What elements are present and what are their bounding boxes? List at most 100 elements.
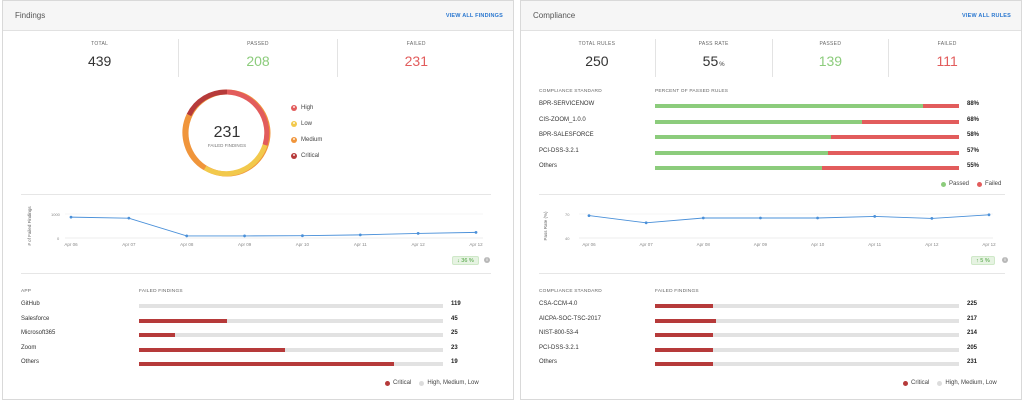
donut-segment-medium <box>182 113 207 171</box>
bar-track[interactable] <box>139 318 443 323</box>
trend-point[interactable] <box>474 230 478 234</box>
app-table-legend: Critical High, Medium, Low <box>385 380 479 386</box>
row-label: AICPA-SOC-TSC-2017 <box>539 315 601 322</box>
row-label: Others <box>21 359 40 366</box>
view-all-findings-link[interactable]: VIEW ALL FINDINGS <box>445 12 503 19</box>
passed-failed-legend: Passed Failed <box>941 181 1001 187</box>
findings-header: Findings VIEW ALL FINDINGS <box>3 1 513 31</box>
col-head-failed-findings: FAILED FINDINGS <box>655 289 699 294</box>
divider <box>539 194 1005 195</box>
findings-stats: TOTAL 439 PASSED 208 FAILED 231 <box>21 39 495 77</box>
view-all-rules-link[interactable]: VIEW ALL RULES <box>962 12 1011 19</box>
bar-track[interactable] <box>139 304 443 308</box>
stat-value: 250 <box>585 53 609 69</box>
trend-point[interactable] <box>416 232 420 235</box>
legend-label: Passed <box>949 181 970 187</box>
trend-point[interactable] <box>358 233 362 237</box>
bar-track[interactable] <box>655 119 959 124</box>
stat-label: TOTAL RULES <box>578 41 616 47</box>
trend-point[interactable] <box>301 234 304 238</box>
legend-dot-icon <box>937 380 943 386</box>
trend-point[interactable] <box>930 217 934 220</box>
bar-track[interactable] <box>655 104 959 108</box>
col-head-compliance-standard: COMPLIANCE STANDARD <box>539 89 602 94</box>
col-head-percent-passed: PERCENT OF PASSED RULES <box>655 89 729 94</box>
info-icon[interactable]: i <box>1002 257 1008 263</box>
bar-track[interactable] <box>655 333 959 338</box>
trend-point[interactable] <box>759 216 762 220</box>
trend-ytick: 0 <box>57 236 60 241</box>
trend-point[interactable] <box>987 213 991 217</box>
bar-track[interactable] <box>655 318 959 323</box>
donut-center-label: FAILED FINDINGS <box>208 143 246 148</box>
legend-label: Low <box>301 121 313 127</box>
trend-ytick: 1000 <box>51 212 61 217</box>
row-value: 205 <box>967 344 978 351</box>
bar-fill <box>655 150 829 155</box>
stat-value: 231 <box>404 53 428 69</box>
trend-xtick: Apr 11 <box>354 242 367 247</box>
donut-segment-critical <box>186 89 228 117</box>
trend-xtick: Apr 07 <box>640 242 654 247</box>
bar-track[interactable] <box>655 150 959 155</box>
trend-xtick: Apr 06 <box>582 242 596 247</box>
bar-track[interactable] <box>139 347 443 352</box>
legend-medium: Medium <box>291 137 322 143</box>
info-icon[interactable]: i <box>484 257 490 263</box>
row-value: 19 <box>451 359 458 366</box>
bar-fill <box>139 333 176 338</box>
row-label: PCI-DSS-3.2.1 <box>539 344 579 351</box>
row-label: Others <box>539 359 558 366</box>
trend-xtick: Apr 07 <box>122 242 136 247</box>
legend-label: Critical <box>393 380 412 386</box>
pass-rate-trend-chart[interactable]: Pass Rate (%) 70 40 Apr 06 Apr 07 Apr 08 Ap… <box>537 204 999 252</box>
trend-point[interactable] <box>587 214 591 217</box>
trend-point[interactable] <box>873 215 877 218</box>
trend-point[interactable] <box>185 234 189 238</box>
legend-label: High, Medium, Low <box>427 380 479 386</box>
trend-xtick: Apr 12 <box>469 242 483 247</box>
failed-findings-donut[interactable]: 231 FAILED FINDINGS <box>179 85 275 181</box>
trend-ytick: 70 <box>565 212 570 217</box>
trend-series-line <box>588 214 990 224</box>
pass-rate-number: 55 <box>702 53 719 69</box>
trend-point[interactable] <box>701 216 705 220</box>
bar-track[interactable] <box>139 362 443 367</box>
legend-high: High <box>291 105 313 111</box>
trend-xtick: Apr 08 <box>697 242 711 247</box>
trend-point[interactable] <box>69 215 73 219</box>
failed-findings-trend-chart[interactable]: # of Failed Findings 1000 0 Apr 06 Apr 07… <box>21 204 491 252</box>
trend-point[interactable] <box>127 216 131 220</box>
bar-track[interactable] <box>139 333 443 338</box>
bar-fill <box>655 119 862 124</box>
trend-point[interactable] <box>243 234 246 238</box>
trend-point[interactable] <box>644 221 648 225</box>
stat-failed: FAILED 231 <box>338 39 495 77</box>
col-head-failed-findings: FAILED FINDINGS <box>139 289 183 294</box>
legend-dot-icon <box>941 181 946 187</box>
compliance-stats: TOTAL RULES 250 PASS RATE 55% PASSED 139… <box>539 39 1005 77</box>
divider <box>539 273 1005 274</box>
pass-rate-unit: % <box>719 62 725 68</box>
trend-xtick: Apr 09 <box>754 242 768 247</box>
legend-dot-icon <box>977 181 983 187</box>
trend-xtick: Apr 08 <box>180 242 194 247</box>
trend-point[interactable] <box>816 216 819 220</box>
bar-track[interactable] <box>655 347 959 352</box>
bar-track[interactable] <box>655 304 959 308</box>
row-label: Microsoft365 <box>21 330 56 337</box>
bar-track[interactable] <box>655 135 959 139</box>
legend-label: Medium <box>301 137 323 143</box>
row-value: 119 <box>451 301 461 307</box>
trend-badge-value: 5 % <box>980 257 990 264</box>
row-label: CIS-ZOOM_1.0.0 <box>539 116 586 123</box>
stat-label: PASSED <box>247 41 269 47</box>
bar-track[interactable] <box>655 362 959 367</box>
bar-track[interactable] <box>655 166 959 170</box>
arrow-down-icon: ↓ <box>457 257 462 264</box>
row-label: Others <box>539 163 558 169</box>
trend-xtick: Apr 10 <box>296 242 310 247</box>
col-head-app: APP <box>21 289 32 294</box>
row-value: 231 <box>967 359 978 366</box>
stat-total: TOTAL 439 <box>21 39 180 77</box>
